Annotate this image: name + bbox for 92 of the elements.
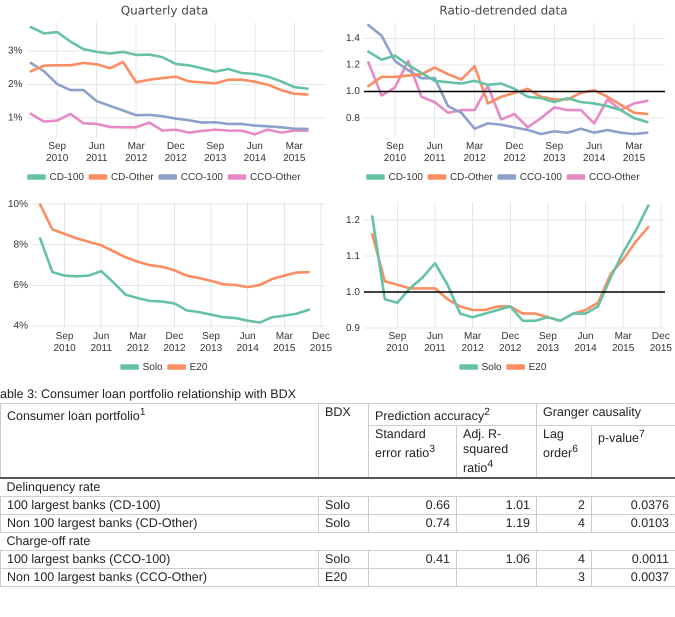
x-tick-label: Sep 2010 — [386, 330, 409, 354]
text: 1.01 — [456, 496, 536, 515]
text: 0.66 — [368, 496, 456, 515]
x-tick-label: Jun 2014 — [583, 140, 606, 164]
y-tick-label: 1.1 — [346, 250, 360, 262]
y-tick-label: 2% — [8, 79, 23, 90]
x-tick-label: Sep 2010 — [53, 330, 76, 354]
x-tick-label: Mar 2012 — [462, 330, 484, 354]
y-tick-label: 4% — [14, 320, 28, 332]
legend-label: Solo — [482, 362, 502, 373]
legend-label: CD-Other — [450, 172, 494, 183]
text: E20 — [318, 568, 368, 587]
text: Solo — [318, 514, 368, 533]
x-tick-label: Dec 2012 — [163, 330, 186, 354]
x-tick-label: Mar 2012 — [126, 330, 150, 354]
y-tick-label: 1.0 — [346, 86, 360, 98]
x-tick-label: Jun 2014 — [244, 140, 266, 164]
text: Prediction accuracy$^{2}$ — [368, 404, 536, 426]
x-tick-label: Sep 2013 — [543, 140, 566, 164]
text: Solo — [318, 550, 368, 569]
x-tick-label: Jun 2011 — [86, 140, 108, 164]
text: 4 — [536, 550, 592, 569]
y-tick-label: 6% — [14, 280, 28, 292]
x-tick-label: Dec 2015 — [310, 330, 332, 354]
text: 3 — [536, 568, 592, 587]
x-tick-label: Mar 2015 — [612, 330, 635, 354]
x-tick-label: Sep 2010 — [46, 140, 69, 164]
y-tick-label: 0.8 — [346, 112, 360, 124]
text: 0.0011 — [592, 550, 675, 569]
y-tick-label: 10% — [8, 198, 28, 210]
legend-label: CD-Other — [110, 172, 154, 183]
y-tick-label: 1.4 — [346, 33, 360, 44]
x-tick-label: Sep 2013 — [536, 330, 560, 354]
x-tick-label: Jun 2011 — [90, 330, 112, 354]
text: 2 — [536, 496, 592, 515]
text: Solo — [318, 496, 368, 515]
text: Non 100 largest banks (CCO-Other) — [0, 568, 318, 587]
x-tick-label: Mar 2015 — [283, 140, 306, 164]
legend-label: CCO-Other — [588, 172, 640, 183]
y-tick-label: 0.9 — [346, 322, 360, 334]
x-tick-label: Sep 2010 — [384, 140, 406, 164]
y-tick-label: 1.0 — [346, 286, 360, 298]
legend-label: Solo — [142, 362, 164, 373]
text: Granger causality — [536, 404, 675, 426]
legend-label: E20 — [190, 362, 208, 373]
text: Non 100 largest banks (CD-Other) — [0, 514, 318, 533]
text: 0.41 — [368, 550, 456, 569]
text: p-value$^{7}$ — [592, 426, 675, 478]
x-tick-label: Jun 2014 — [236, 330, 260, 354]
x-tick-label: Jun 2011 — [424, 330, 446, 354]
x-tick-label: Dec 2015 — [650, 330, 672, 354]
text: BDX — [318, 404, 368, 478]
y-tick-label: 1.2 — [346, 60, 360, 71]
y-tick-label: 3% — [8, 46, 23, 57]
y-tick-label: 8% — [14, 239, 28, 250]
text: 1.06 — [456, 550, 536, 569]
text: able 3: Consumer loan portfolio relationship with BDX — [0, 386, 297, 403]
x-tick-label: Mar 2012 — [125, 140, 148, 164]
text: Charge-off rate — [0, 532, 675, 551]
text: Adj. R-squared ratio$^{4}$ — [456, 426, 536, 478]
text: Delinquency rate — [0, 478, 675, 497]
x-tick-label: Sep 2013 — [204, 140, 227, 164]
y-tick-label: 1% — [8, 112, 23, 124]
text: 1.19 — [456, 514, 536, 533]
text: Consumer loan portfolio$^{1}$ — [0, 404, 318, 478]
x-tick-label: Sep 2013 — [200, 330, 223, 354]
text: 0.0376 — [592, 496, 675, 515]
text: Standard error ratio$^{3}$ — [368, 426, 456, 478]
text: 0.74 — [368, 514, 456, 533]
legend-label: CD-100 — [49, 172, 84, 183]
legend-label: CD-100 — [388, 172, 424, 183]
y-tick-label: 1.2 — [346, 214, 360, 226]
x-tick-label: Jun 2011 — [424, 140, 446, 164]
text: 100 largest banks (CCO-100) — [0, 550, 318, 569]
text: 0.0103 — [592, 514, 675, 533]
x-tick-label: Dec 2012 — [503, 140, 526, 164]
legend-label: E20 — [528, 362, 547, 373]
text: 0.0037 — [592, 568, 675, 587]
x-tick-label: Mar 2015 — [273, 330, 296, 354]
text: 4 — [536, 514, 592, 533]
x-tick-label: Mar 2012 — [463, 140, 486, 164]
chart-title: Quarterly data — [120, 3, 208, 18]
legend-label: CCO-100 — [180, 172, 224, 183]
legend-label: CCO-100 — [520, 172, 562, 183]
x-tick-label: Dec 2012 — [499, 330, 522, 354]
text: Lag order$^{6}$ — [536, 426, 592, 478]
text: 100 largest banks (CD-100) — [0, 496, 318, 515]
legend-label: CCO-Other — [250, 172, 302, 183]
x-tick-label: Dec 2012 — [164, 140, 188, 164]
chart-title: Ratio-detrended data — [439, 3, 568, 18]
x-tick-label: Jun 2014 — [574, 330, 598, 354]
x-tick-label: Mar 2015 — [622, 140, 646, 164]
